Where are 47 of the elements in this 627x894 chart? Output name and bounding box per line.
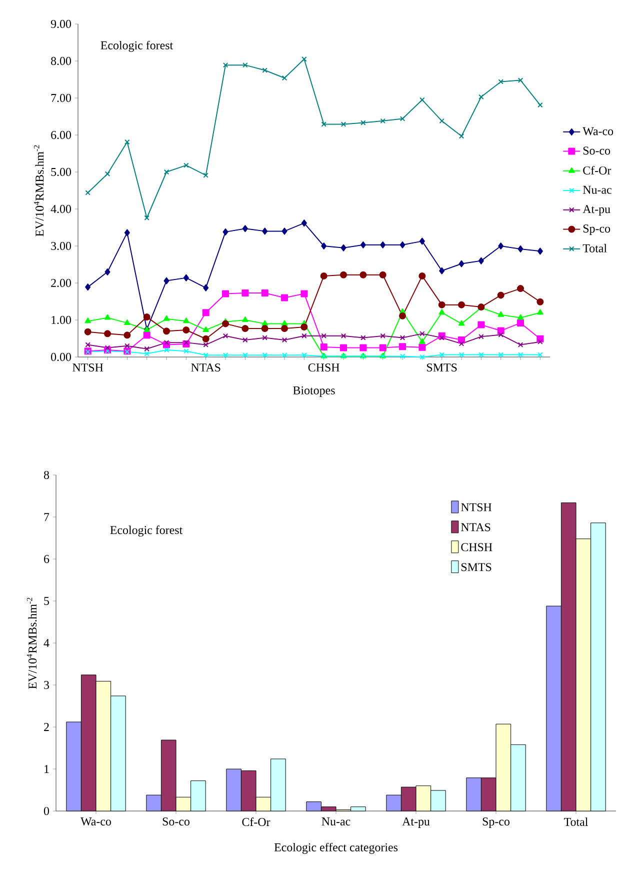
y-tick-label: 8.00 bbox=[51, 56, 72, 66]
annotation: Ecologic forest bbox=[100, 40, 174, 52]
y-tick-label: 0.00 bbox=[51, 352, 72, 362]
y-tick-label: 8 bbox=[44, 470, 50, 480]
y-tick-label: 7 bbox=[44, 513, 50, 521]
x-tick-label: Total bbox=[564, 818, 588, 826]
y-tick-label: 5 bbox=[44, 597, 50, 605]
legend-label: NTSH bbox=[461, 503, 492, 512]
legend-label: SMTS bbox=[461, 563, 492, 572]
x-tick-label: NTAS bbox=[191, 364, 220, 372]
annotation: Ecologic forest bbox=[110, 526, 183, 537]
y-tick-label: 1 bbox=[44, 765, 49, 773]
y-tick-label: 3 bbox=[44, 680, 50, 690]
x-tick-label: Sp-co bbox=[482, 818, 510, 828]
y-axis-title: EV/10$^{4}$RMBs.hm$^{-2}$ bbox=[34, 145, 44, 236]
legend-label: Nu-ac bbox=[582, 186, 612, 194]
x-tick-label: At-pu bbox=[402, 818, 430, 828]
legend-label: NTAS bbox=[461, 523, 490, 532]
x-tick-label: CHSH bbox=[308, 364, 340, 372]
x-tick-label: So-co bbox=[162, 818, 190, 826]
x-tick-label: Wa-co bbox=[80, 818, 111, 826]
legend-label: Total bbox=[582, 244, 607, 252]
y-tick-label: 2.00 bbox=[51, 278, 72, 288]
x-axis-title: Biotopes bbox=[293, 386, 335, 397]
y-tick-label: 6 bbox=[44, 554, 50, 564]
x-tick-label: SMTS bbox=[427, 364, 457, 372]
x-tick-label: Nu-ac bbox=[322, 818, 350, 826]
legend-label: Sp-co bbox=[583, 224, 610, 236]
legend-label: At-pu bbox=[582, 205, 610, 216]
y-tick-label: 9.00 bbox=[50, 20, 72, 28]
y-tick-label: 6.00 bbox=[51, 130, 72, 140]
y-tick-label: 5.00 bbox=[51, 168, 72, 176]
y-tick-label: 7.00 bbox=[51, 94, 72, 102]
x-axis-title: Ecologic effect categories bbox=[274, 842, 398, 854]
y-tick-label: 4.00 bbox=[50, 204, 72, 214]
x-tick-label: Cf-Or bbox=[242, 818, 270, 826]
legend-label: CHSH bbox=[461, 543, 492, 552]
y-tick-label: 4 bbox=[44, 639, 50, 647]
y-tick-label: 0 bbox=[44, 806, 50, 816]
y-axis-title: EV/10$^{4}$RMBs.hm$^{-2}$ bbox=[26, 598, 37, 689]
legend-label: So-co bbox=[583, 146, 610, 155]
x-tick-label: NTSH bbox=[72, 364, 104, 372]
y-tick-label: 3.00 bbox=[51, 242, 72, 250]
legend-label: Wa-co bbox=[582, 127, 614, 136]
y-tick-label: 2 bbox=[44, 723, 49, 731]
legend-label: Cf-Or bbox=[583, 166, 612, 174]
y-tick-label: 1.00 bbox=[52, 316, 72, 324]
